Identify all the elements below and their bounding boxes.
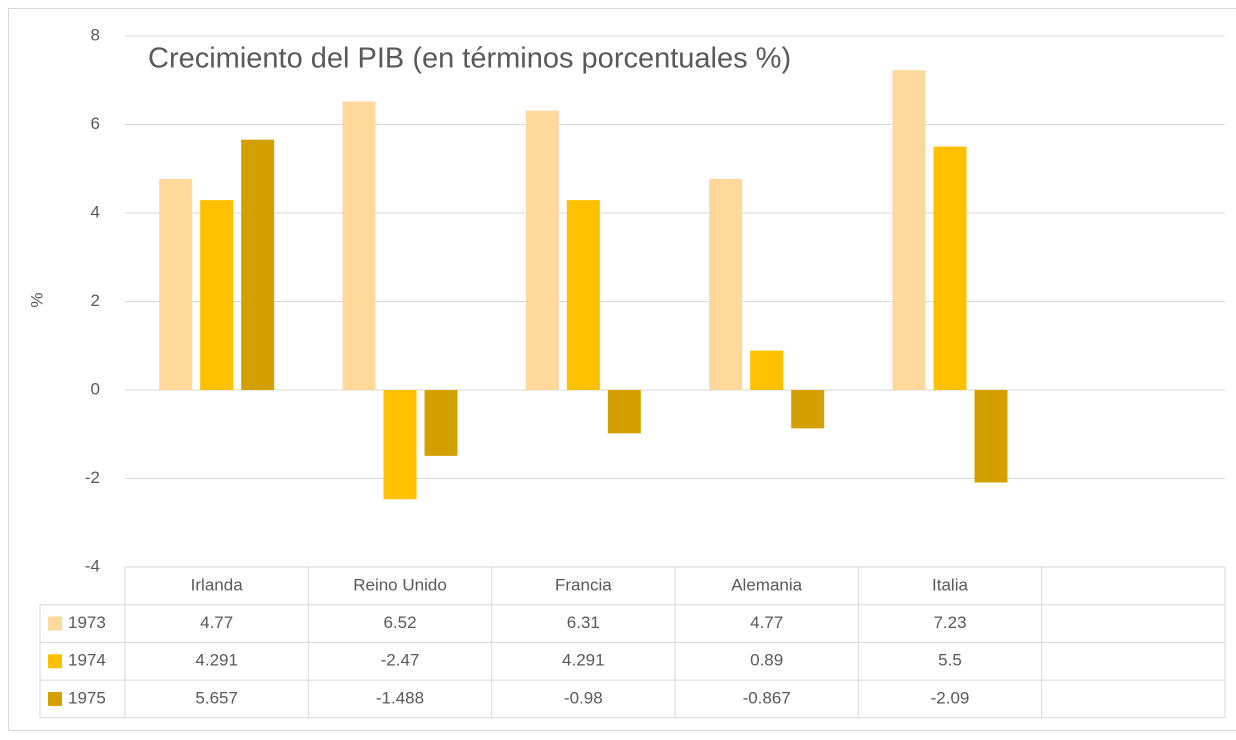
legend-label: 1974 (68, 651, 106, 670)
table-value: 0.89 (750, 651, 783, 670)
bar (566, 200, 600, 390)
legend-label: 1973 (68, 613, 106, 632)
bar (709, 178, 743, 390)
table-value: 4.291 (562, 651, 605, 670)
bar (933, 146, 967, 390)
bar (159, 178, 193, 390)
x-tick-label: Reino Unido (353, 575, 447, 594)
y-tick-label: 0 (91, 379, 100, 398)
chart-title: Crecimiento del PIB (en términos porcent… (148, 43, 791, 75)
bar (607, 390, 641, 434)
legend-key (48, 654, 62, 669)
bar (383, 390, 417, 500)
bar (424, 390, 458, 456)
table-value: 4.77 (750, 613, 783, 632)
bar (974, 390, 1008, 483)
table-value: 6.52 (383, 613, 416, 632)
table-value: -2.47 (381, 651, 420, 670)
table-value: 7.23 (933, 613, 966, 632)
bar (525, 110, 559, 390)
table-value: 5.5 (938, 651, 962, 670)
x-tick-label: Francia (555, 575, 612, 594)
table-value: -0.98 (564, 688, 603, 707)
table-value: 6.31 (567, 613, 600, 632)
y-axis-label: % (27, 292, 46, 307)
table-value: -2.09 (931, 688, 970, 707)
y-tick-label: -4 (85, 556, 100, 575)
bar (241, 139, 275, 390)
table-value: -0.867 (743, 688, 791, 707)
bar (791, 390, 825, 429)
table-value: 4.291 (195, 651, 238, 670)
y-tick-label: 2 (91, 291, 100, 310)
x-tick-label: Alemania (731, 575, 802, 594)
y-tick-label: 8 (91, 25, 100, 44)
x-tick-label: Irlanda (191, 575, 244, 594)
legend-key (48, 616, 62, 631)
legend-key (48, 691, 62, 706)
bar (750, 350, 784, 390)
y-tick-label: 6 (91, 114, 100, 133)
x-tick-label: Italia (932, 575, 968, 594)
chart-border (8, 8, 1236, 731)
bar (892, 70, 926, 390)
table-value: -1.488 (376, 688, 424, 707)
bar (342, 101, 376, 391)
table-value: 4.77 (200, 613, 233, 632)
bar (200, 200, 234, 390)
y-tick-label: -2 (85, 468, 100, 487)
table-value: 5.657 (195, 688, 238, 707)
y-tick-label: 4 (91, 202, 100, 221)
legend-label: 1975 (68, 688, 106, 707)
